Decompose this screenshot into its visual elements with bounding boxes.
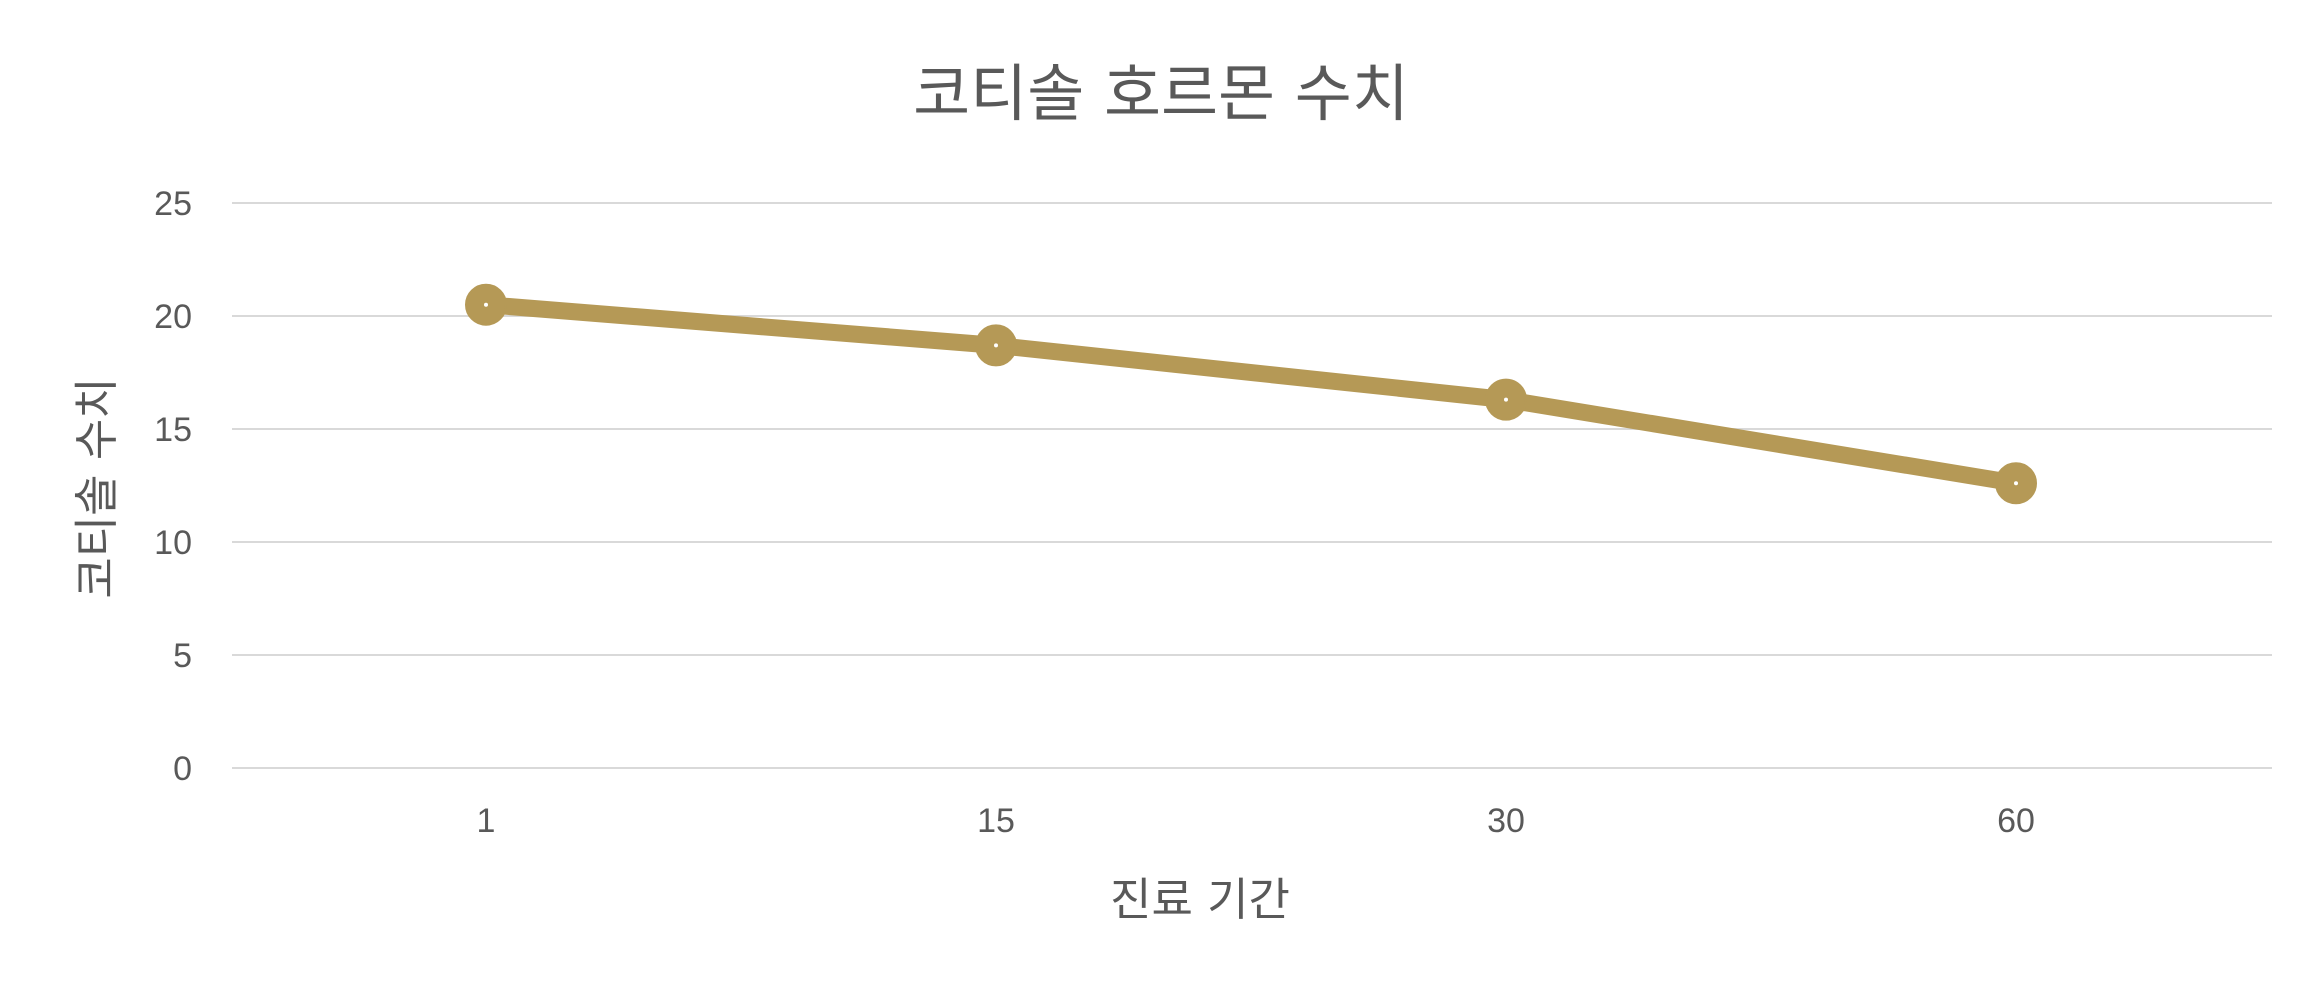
y-tick-label: 5 — [173, 637, 192, 675]
x-tick-label: 15 — [977, 802, 1015, 840]
data-point-center — [2014, 481, 2018, 486]
y-tick-label: 15 — [154, 411, 192, 449]
y-axis-ticks: 0 5 10 15 20 25 — [154, 185, 192, 788]
y-tick-label: 10 — [154, 524, 192, 562]
x-axis-ticks: 1 15 30 60 — [477, 802, 2035, 840]
data-point-center — [994, 343, 998, 348]
x-axis-title: 진료 기간 — [1110, 873, 1290, 926]
series-layer — [465, 283, 2037, 505]
gridlines — [232, 202, 2272, 769]
x-tick-label: 1 — [477, 802, 496, 840]
data-point-center — [1504, 397, 1508, 402]
y-tick-label: 0 — [173, 750, 192, 788]
x-tick-label: 30 — [1487, 802, 1525, 840]
y-tick-label: 25 — [154, 185, 192, 223]
x-tick-label: 60 — [1997, 802, 2035, 840]
series-line — [477, 296, 2025, 492]
data-point-center — [484, 302, 488, 307]
y-tick-label: 20 — [154, 298, 192, 336]
chart-title: 코티솔 호르몬 수치 — [913, 57, 1409, 130]
y-axis-title: 코티솔 수치 — [70, 377, 123, 598]
